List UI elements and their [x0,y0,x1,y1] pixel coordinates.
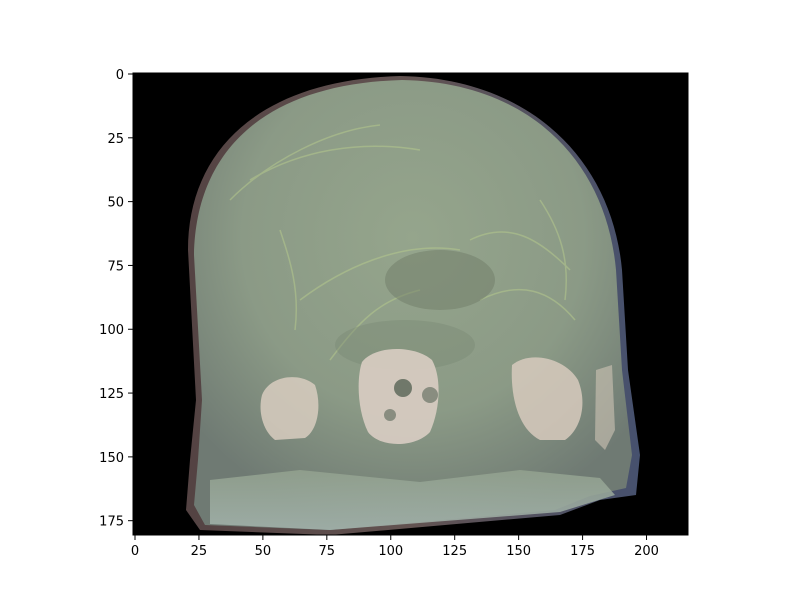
y-tick-label: 100 [99,323,124,338]
x-tick-label: 50 [255,544,272,559]
x-tick-label: 150 [506,544,531,559]
y-tick-label: 25 [107,132,124,147]
y-axis-ticks: 0 25 50 75 100 125 150 175 [99,68,133,530]
y-tick-label: 0 [116,68,124,83]
y-tick-label: 50 [107,196,124,211]
x-tick-label: 25 [191,544,208,559]
x-tick-label: 125 [442,544,467,559]
x-tick-label: 75 [319,544,336,559]
y-tick-label: 150 [99,451,124,466]
x-tick-label: 0 [131,544,139,559]
x-tick-label: 200 [634,544,659,559]
x-tick-label: 175 [570,544,595,559]
y-tick-label: 75 [107,259,124,274]
head-volume-render [186,76,640,535]
y-tick-label: 175 [99,515,124,530]
x-axis-ticks: 0 25 50 75 100 125 150 175 200 [131,535,659,559]
y-tick-label: 125 [99,387,124,402]
x-tick-label: 100 [378,544,403,559]
plot-frame [132,72,689,536]
